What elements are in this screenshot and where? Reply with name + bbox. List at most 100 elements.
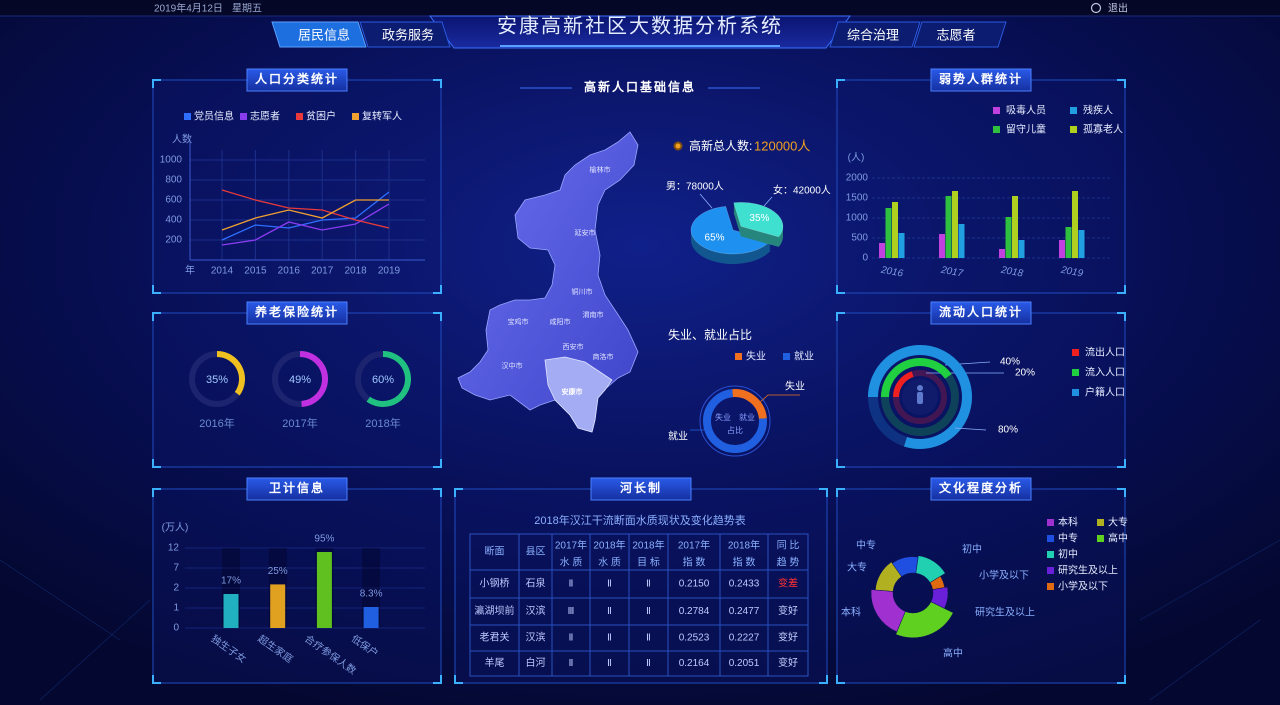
- y-tick-label: 1000: [846, 213, 869, 224]
- city-label: 西安市: [563, 342, 584, 351]
- panel: [152, 312, 442, 468]
- table-header: 2018年: [593, 539, 625, 552]
- y-tick-label: 200: [165, 235, 182, 246]
- callout-label: 中专: [856, 539, 876, 552]
- legend-label: 户籍人口: [1085, 386, 1125, 399]
- y-tick-label: 0: [862, 253, 868, 264]
- legend-swatch: [735, 353, 742, 360]
- panel-corner: [1117, 675, 1126, 684]
- y-tick-label: 1000: [160, 155, 183, 166]
- panel-corner: [152, 312, 161, 321]
- panel-tab: [246, 68, 348, 92]
- legend-swatch: [1072, 369, 1079, 376]
- x-tick-label: 2015: [244, 266, 267, 277]
- panel-corner: [433, 312, 442, 321]
- panel-corner: [454, 675, 463, 684]
- nav-tab[interactable]: [271, 21, 367, 48]
- map: 榆林市 延安市 铜川市 渭南市 宝鸡市 咸阳市 西安市 商洛市 汉中市 安康市: [457, 131, 639, 433]
- leader-line: [763, 196, 773, 207]
- rate-label: 95%: [314, 534, 334, 545]
- top-bar: [0, 0, 1280, 16]
- x-tick-label: 2018: [344, 266, 367, 277]
- legend-swatch: [993, 107, 1000, 114]
- section-title: 高新人口基础信息: [584, 79, 696, 94]
- panel-corner: [819, 488, 828, 497]
- panel-title: 人口分类统计: [255, 71, 339, 86]
- legend-label: 大专: [1108, 516, 1128, 529]
- x-tick-label: 2017: [939, 265, 964, 280]
- x-tick-label: 2017: [311, 266, 334, 277]
- panel-corner: [152, 79, 161, 88]
- panel-tab: [930, 477, 1032, 501]
- panel-corner: [836, 79, 845, 88]
- callout-label: 研究生及以上: [975, 606, 1035, 619]
- nav-tab[interactable]: [913, 21, 1007, 48]
- legend-swatch: [1072, 349, 1079, 356]
- callout-label: 小学及以下: [979, 569, 1029, 582]
- legend-label: 中专: [1058, 532, 1078, 545]
- chart-title: 失业、就业占比: [668, 327, 752, 342]
- legend-swatch: [1047, 519, 1054, 526]
- callout-label: 高中: [943, 647, 963, 660]
- map-region: [457, 131, 639, 433]
- bar: [999, 249, 1005, 258]
- logout[interactable]: 退出: [1108, 2, 1128, 15]
- nav-label[interactable]: 政务服务: [382, 27, 434, 42]
- x-tick-label: 2014: [211, 266, 234, 277]
- rate-label: 25%: [268, 566, 288, 577]
- table-header: 水 质: [598, 557, 621, 569]
- table-cell: 汉滨: [526, 631, 546, 644]
- nav-tab[interactable]: [829, 21, 921, 48]
- table-title: 2018年汉江干流断面水质现状及变化趋势表: [534, 513, 745, 527]
- table-cell: 0.2051: [729, 658, 760, 669]
- table-header: 2017年: [678, 539, 710, 552]
- value-label: 60%: [372, 374, 394, 386]
- page-title: 安康高新社区大数据分析系统: [497, 14, 783, 37]
- panel-corner: [433, 79, 442, 88]
- table-cell: Ⅱ: [607, 606, 612, 617]
- y-axis-label: (人): [848, 152, 865, 164]
- table-cell: Ⅱ: [569, 658, 574, 669]
- donut-halo: [699, 385, 771, 457]
- legend-swatch: [1070, 107, 1077, 114]
- table-cell: Ⅱ: [646, 606, 651, 617]
- panel-corner: [433, 285, 442, 294]
- donut-arc: [732, 389, 767, 420]
- table-header: 水 质: [560, 557, 583, 569]
- y-tick-label: 12: [168, 543, 180, 554]
- gauge-arc: [299, 351, 328, 407]
- legend-swatch: [1070, 126, 1077, 133]
- table-cell: 0.2150: [679, 579, 710, 590]
- panel-tab: [246, 477, 348, 501]
- value-label: 49%: [289, 374, 311, 386]
- nav-label[interactable]: 综合治理: [847, 27, 899, 42]
- legend-label: 就业: [794, 350, 814, 363]
- table-cell: Ⅱ: [569, 579, 574, 590]
- table-header: 2017年: [555, 539, 587, 552]
- logout-icon[interactable]: [1090, 2, 1102, 14]
- bar: [879, 243, 885, 258]
- category-label: 2018年: [365, 416, 400, 430]
- table-cell: Ⅲ: [568, 606, 575, 617]
- table-cell: Ⅱ: [607, 658, 612, 669]
- panel-corner: [1117, 488, 1126, 497]
- legend-label: 留守儿童: [1006, 123, 1046, 136]
- bar: [1005, 217, 1012, 258]
- panel: [152, 488, 442, 684]
- rose-slice: [870, 589, 906, 633]
- panel-title: 养老保险统计: [254, 304, 339, 319]
- bar: [885, 208, 892, 258]
- table-cell: 石泉: [526, 577, 546, 590]
- network-decor: [0, 539, 1280, 701]
- legend-swatch: [993, 126, 1000, 133]
- bar: [316, 552, 332, 628]
- nav-tab[interactable]: [359, 21, 451, 48]
- panel-corner: [1117, 79, 1126, 88]
- table-cell: Ⅱ: [646, 633, 651, 644]
- legend-label: 流入人口: [1085, 366, 1125, 379]
- legend-swatch: [783, 353, 790, 360]
- nav-label[interactable]: 志愿者: [936, 27, 975, 42]
- panel-corner: [836, 488, 845, 497]
- nav-label[interactable]: 居民信息: [298, 27, 350, 42]
